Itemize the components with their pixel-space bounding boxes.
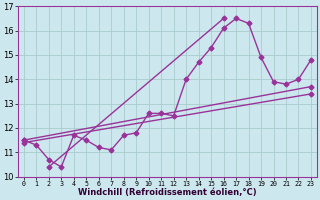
X-axis label: Windchill (Refroidissement éolien,°C): Windchill (Refroidissement éolien,°C) <box>78 188 257 197</box>
